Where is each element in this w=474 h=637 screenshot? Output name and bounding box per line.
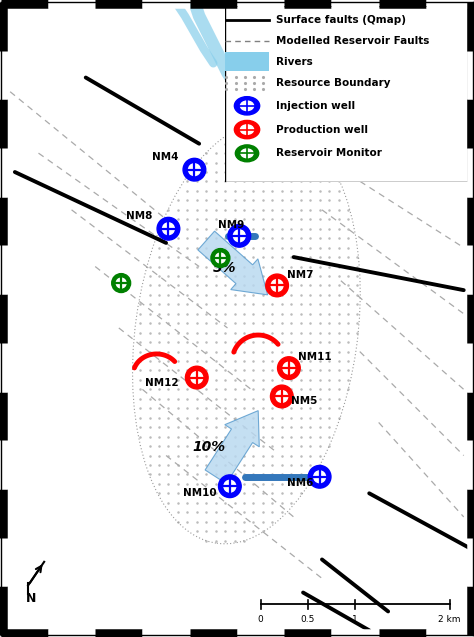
Circle shape xyxy=(185,366,208,389)
Circle shape xyxy=(314,471,326,483)
Circle shape xyxy=(308,466,331,488)
Polygon shape xyxy=(198,231,268,295)
Circle shape xyxy=(233,230,245,241)
Circle shape xyxy=(271,280,283,291)
Text: 0: 0 xyxy=(258,615,264,624)
Text: 2 km: 2 km xyxy=(438,615,461,624)
Circle shape xyxy=(191,371,203,383)
Circle shape xyxy=(112,274,131,292)
Circle shape xyxy=(163,223,174,234)
Text: NM9: NM9 xyxy=(218,220,244,230)
Circle shape xyxy=(183,159,206,181)
Circle shape xyxy=(283,362,295,374)
Text: 0.5: 0.5 xyxy=(301,615,315,624)
Text: NM7: NM7 xyxy=(287,270,313,280)
Text: NM4: NM4 xyxy=(152,152,178,162)
Text: NM12: NM12 xyxy=(145,378,178,387)
Text: N: N xyxy=(26,592,36,605)
Circle shape xyxy=(276,390,288,403)
Circle shape xyxy=(219,475,241,497)
Text: 1: 1 xyxy=(352,615,358,624)
Text: NM11: NM11 xyxy=(298,352,332,362)
Circle shape xyxy=(266,274,289,297)
Polygon shape xyxy=(205,411,259,483)
Text: 10%: 10% xyxy=(192,440,225,454)
Circle shape xyxy=(211,248,230,268)
Text: NM6: NM6 xyxy=(287,478,313,488)
Circle shape xyxy=(216,253,225,263)
Text: NM10: NM10 xyxy=(182,488,216,497)
Circle shape xyxy=(271,385,293,408)
Text: NM8: NM8 xyxy=(126,211,152,221)
Circle shape xyxy=(189,164,201,176)
Circle shape xyxy=(228,224,251,247)
Text: 5%: 5% xyxy=(213,261,237,275)
Circle shape xyxy=(157,217,180,240)
Circle shape xyxy=(116,278,126,288)
Circle shape xyxy=(224,480,236,492)
Text: NM5: NM5 xyxy=(291,396,318,406)
Circle shape xyxy=(278,357,300,380)
